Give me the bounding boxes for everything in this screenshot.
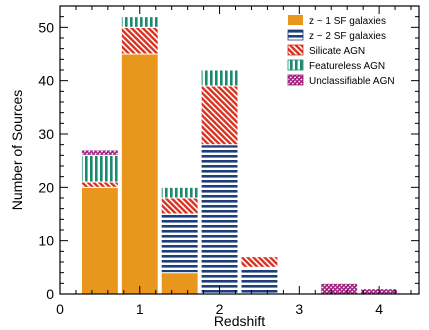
x-tick-label: 1 — [136, 301, 144, 317]
bar-segment — [160, 272, 199, 295]
legend-label: Silicate AGN — [309, 46, 365, 57]
bar-segment — [160, 186, 199, 199]
bar-segment — [200, 85, 239, 146]
legend-label: Featureless AGN — [309, 61, 385, 72]
bar-segment — [80, 186, 119, 295]
legend-swatch — [287, 44, 304, 56]
y-axis-title: Number of Sources — [9, 90, 25, 211]
bar-segment — [80, 181, 119, 188]
bar-segment — [200, 69, 239, 87]
legend-label: Unclassifiable AGN — [309, 76, 395, 87]
bar-segment — [200, 144, 239, 295]
bar-segment — [160, 213, 199, 274]
y-tick-label: 50 — [38, 19, 54, 35]
legend-swatch — [287, 74, 304, 86]
x-tick-label: 3 — [295, 301, 303, 317]
legend-swatch — [287, 29, 304, 41]
bar-segment — [240, 256, 279, 268]
y-tick-label: 40 — [38, 73, 54, 89]
y-tick-label: 30 — [38, 126, 54, 142]
x-tick-label: 4 — [375, 301, 383, 317]
legend-swatch — [288, 15, 303, 25]
bar-segment — [120, 16, 159, 28]
bar-segment — [120, 53, 159, 295]
legend-label: z ~ 2 SF galaxies — [309, 31, 386, 42]
x-tick-label: 2 — [216, 301, 224, 317]
bars-layer — [80, 16, 399, 295]
legend-swatch — [287, 59, 304, 71]
x-tick-label: 0 — [56, 301, 64, 317]
plot-frame — [59, 5, 420, 295]
axes-layer: 0 10 20 30 40 50 0 1 2 3 4 — [38, 5, 420, 317]
bar-segment — [160, 197, 199, 215]
legend-label: z ~ 1 SF galaxies — [309, 16, 386, 27]
legend: z ~ 1 SF galaxies z ~ 2 SF galaxies Silica… — [287, 15, 395, 87]
bar-segment — [120, 26, 159, 55]
bar-segment — [320, 282, 359, 295]
y-tick-label: 10 — [38, 233, 54, 249]
bar-segment — [80, 149, 119, 156]
bar-segment — [80, 154, 119, 183]
y-tick-label: 0 — [46, 286, 54, 302]
x-axis-title: Redshift — [214, 313, 265, 329]
y-tick-label: 20 — [38, 179, 54, 195]
bar-segment — [240, 266, 279, 295]
